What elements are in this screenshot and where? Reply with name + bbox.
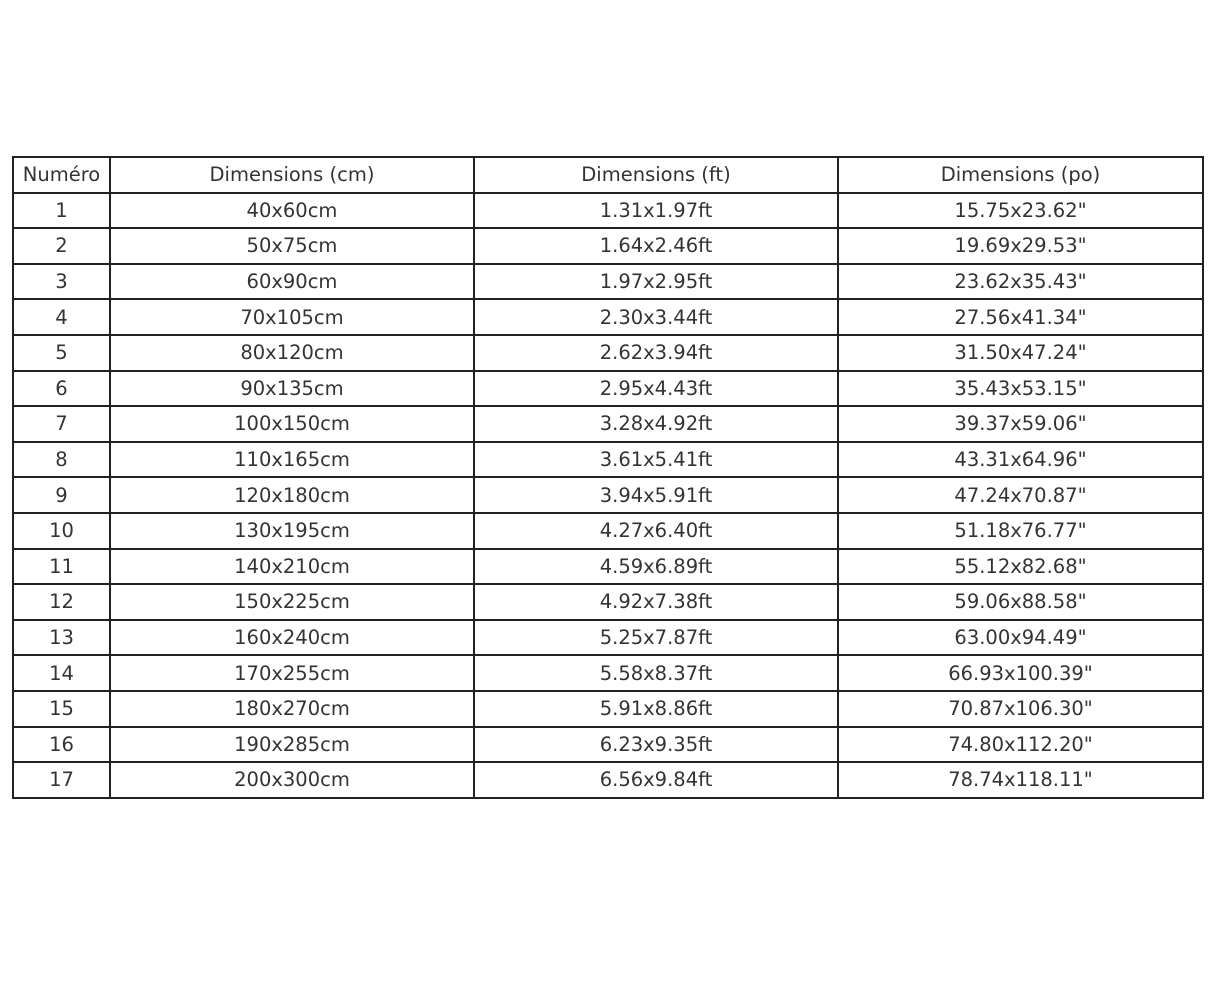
cell-dimensions-ft: 3.94x5.91ft — [473, 476, 839, 514]
cell-dimensions-cm: 40x60cm — [109, 191, 475, 230]
cell-dimensions-in: 43.31x64.96" — [837, 440, 1204, 479]
cell-number: 13 — [12, 618, 111, 657]
cell-dimensions-cm: 190x285cm — [109, 725, 475, 764]
table-row: 16 190x285cm 6.23x9.35ft 74.80x112.20" — [12, 725, 1204, 764]
cell-dimensions-ft: 1.64x2.46ft — [473, 227, 839, 265]
cell-dimensions-ft: 6.23x9.35ft — [473, 725, 839, 764]
cell-dimensions-in: 31.50x47.24" — [837, 333, 1204, 372]
cell-dimensions-ft: 5.58x8.37ft — [473, 654, 839, 692]
cell-dimensions-cm: 130x195cm — [109, 511, 475, 550]
cell-dimensions-ft: 2.30x3.44ft — [473, 298, 839, 336]
cell-dimensions-cm: 140x210cm — [109, 547, 475, 586]
cell-dimensions-in: 15.75x23.62" — [837, 191, 1204, 230]
cell-dimensions-cm: 180x270cm — [109, 689, 475, 728]
cell-dimensions-cm: 90x135cm — [109, 369, 475, 408]
cell-number: 9 — [12, 476, 111, 514]
cell-dimensions-ft: 1.31x1.97ft — [473, 191, 839, 230]
cell-dimensions-ft: 1.97x2.95ft — [473, 262, 839, 301]
table-row: 11 140x210cm 4.59x6.89ft 55.12x82.68" — [12, 547, 1204, 586]
table-row: 15 180x270cm 5.91x8.86ft 70.87x106.30" — [12, 689, 1204, 728]
header-row: Numéro Dimensions (cm) Dimensions (ft) D… — [12, 156, 1204, 194]
cell-number: 6 — [12, 369, 111, 408]
cell-dimensions-in: 66.93x100.39" — [837, 654, 1204, 692]
cell-dimensions-cm: 170x255cm — [109, 654, 475, 692]
cell-number: 16 — [12, 725, 111, 764]
table-row: 10 130x195cm 4.27x6.40ft 51.18x76.77" — [12, 511, 1204, 550]
cell-dimensions-ft: 3.61x5.41ft — [473, 440, 839, 479]
cell-dimensions-in: 70.87x106.30" — [837, 689, 1204, 728]
cell-number: 11 — [12, 547, 111, 586]
cell-dimensions-cm: 160x240cm — [109, 618, 475, 657]
table-row: 4 70x105cm 2.30x3.44ft 27.56x41.34" — [12, 298, 1204, 336]
table-row: 2 50x75cm 1.64x2.46ft 19.69x29.53" — [12, 227, 1204, 265]
cell-number: 12 — [12, 583, 111, 621]
cell-number: 2 — [12, 227, 111, 265]
cell-dimensions-cm: 150x225cm — [109, 583, 475, 621]
cell-dimensions-cm: 100x150cm — [109, 405, 475, 443]
cell-number: 7 — [12, 405, 111, 443]
cell-dimensions-in: 19.69x29.53" — [837, 227, 1204, 265]
cell-number: 8 — [12, 440, 111, 479]
cell-dimensions-in: 55.12x82.68" — [837, 547, 1204, 586]
cell-dimensions-cm: 70x105cm — [109, 298, 475, 336]
cell-number: 1 — [12, 191, 111, 230]
cell-dimensions-ft: 4.92x7.38ft — [473, 583, 839, 621]
cell-dimensions-in: 74.80x112.20" — [837, 725, 1204, 764]
header-dimensions-cm: Dimensions (cm) — [109, 156, 475, 194]
cell-dimensions-ft: 2.62x3.94ft — [473, 333, 839, 372]
header-number: Numéro — [12, 156, 111, 194]
cell-number: 3 — [12, 262, 111, 301]
cell-number: 5 — [12, 333, 111, 372]
table-row: 13 160x240cm 5.25x7.87ft 63.00x94.49" — [12, 618, 1204, 657]
table-row: 7 100x150cm 3.28x4.92ft 39.37x59.06" — [12, 405, 1204, 443]
cell-dimensions-ft: 4.59x6.89ft — [473, 547, 839, 586]
cell-dimensions-cm: 200x300cm — [109, 761, 475, 799]
header-dimensions-ft: Dimensions (ft) — [473, 156, 839, 194]
cell-dimensions-ft: 2.95x4.43ft — [473, 369, 839, 408]
table-row: 1 40x60cm 1.31x1.97ft 15.75x23.62" — [12, 191, 1204, 230]
header-dimensions-in: Dimensions (po) — [837, 156, 1204, 194]
size-table: Numéro Dimensions (cm) Dimensions (ft) D… — [12, 156, 1204, 799]
cell-dimensions-cm: 120x180cm — [109, 476, 475, 514]
table-row: 14 170x255cm 5.58x8.37ft 66.93x100.39" — [12, 654, 1204, 692]
cell-dimensions-ft: 5.91x8.86ft — [473, 689, 839, 728]
cell-dimensions-cm: 80x120cm — [109, 333, 475, 372]
cell-dimensions-in: 47.24x70.87" — [837, 476, 1204, 514]
cell-number: 15 — [12, 689, 111, 728]
cell-dimensions-ft: 4.27x6.40ft — [473, 511, 839, 550]
cell-dimensions-in: 51.18x76.77" — [837, 511, 1204, 550]
cell-dimensions-in: 27.56x41.34" — [837, 298, 1204, 336]
cell-dimensions-cm: 50x75cm — [109, 227, 475, 265]
cell-dimensions-ft: 5.25x7.87ft — [473, 618, 839, 657]
cell-dimensions-in: 78.74x118.11" — [837, 761, 1204, 799]
table-row: 12 150x225cm 4.92x7.38ft 59.06x88.58" — [12, 583, 1204, 621]
cell-number: 17 — [12, 761, 111, 799]
table-row: 9 120x180cm 3.94x5.91ft 47.24x70.87" — [12, 476, 1204, 514]
cell-dimensions-cm: 60x90cm — [109, 262, 475, 301]
cell-dimensions-ft: 3.28x4.92ft — [473, 405, 839, 443]
cell-number: 14 — [12, 654, 111, 692]
cell-dimensions-ft: 6.56x9.84ft — [473, 761, 839, 799]
cell-dimensions-in: 35.43x53.15" — [837, 369, 1204, 408]
cell-number: 4 — [12, 298, 111, 336]
cell-dimensions-in: 23.62x35.43" — [837, 262, 1204, 301]
cell-dimensions-in: 59.06x88.58" — [837, 583, 1204, 621]
table-row: 6 90x135cm 2.95x4.43ft 35.43x53.15" — [12, 369, 1204, 408]
cell-dimensions-in: 39.37x59.06" — [837, 405, 1204, 443]
table-row: 5 80x120cm 2.62x3.94ft 31.50x47.24" — [12, 333, 1204, 372]
table-row: 8 110x165cm 3.61x5.41ft 43.31x64.96" — [12, 440, 1204, 479]
cell-dimensions-in: 63.00x94.49" — [837, 618, 1204, 657]
table-row: 3 60x90cm 1.97x2.95ft 23.62x35.43" — [12, 262, 1204, 301]
cell-number: 10 — [12, 511, 111, 550]
table-row: 17 200x300cm 6.56x9.84ft 78.74x118.11" — [12, 761, 1204, 799]
cell-dimensions-cm: 110x165cm — [109, 440, 475, 479]
